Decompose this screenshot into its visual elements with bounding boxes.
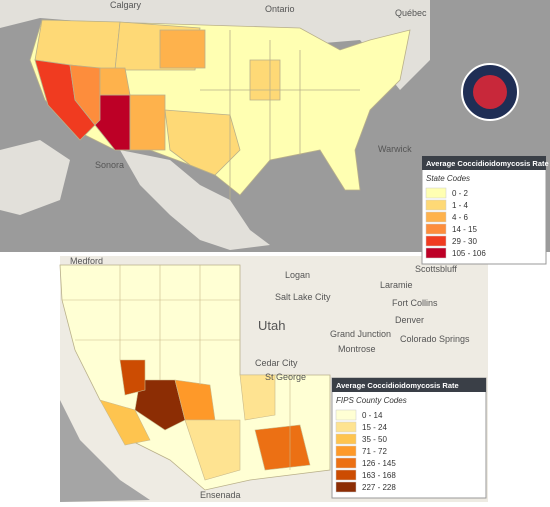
county	[99, 399, 151, 446]
legend-label: 4 - 6	[452, 213, 469, 222]
legend-label: 29 - 30	[452, 237, 477, 246]
national-map: Calgary Ontario Québec Warwick Sonora	[0, 0, 550, 252]
place-label: Calgary	[110, 0, 142, 10]
place-label: Sonora	[95, 160, 124, 170]
alaska	[0, 140, 70, 215]
county	[134, 379, 186, 431]
county	[239, 374, 276, 421]
legend-subtitle: State Codes	[426, 174, 470, 183]
place-label: Ensenada	[200, 490, 241, 500]
county	[119, 359, 146, 396]
place-label: Utah	[258, 318, 285, 333]
place-label: Colorado Springs	[400, 334, 470, 344]
legend-label: 35 - 50	[362, 435, 387, 444]
place-label: St George	[265, 372, 306, 382]
legend-title: Average Coccidioidomycosis Rate	[336, 381, 459, 390]
place-label: Warwick	[378, 144, 412, 154]
legend-title: Average Coccidioidomycosis Rate	[426, 159, 549, 168]
legend-swatch	[335, 433, 357, 445]
legend-label: 14 - 15	[452, 225, 477, 234]
ocean	[60, 256, 150, 502]
legend-box	[331, 377, 487, 499]
legend-swatch	[335, 445, 357, 457]
place-label: Montrose	[338, 344, 376, 354]
legend-label: 0 - 14	[362, 411, 383, 420]
place-label: Salt Lake City	[275, 292, 331, 302]
place-label: Laramie	[380, 280, 413, 290]
place-label: Ontario	[265, 4, 295, 14]
legend-swatch	[335, 409, 357, 421]
county	[254, 424, 311, 471]
place-label: Québec	[395, 8, 427, 18]
legend-swatch	[425, 223, 447, 235]
legends: Average Coccidioidomycosis Rate State Cod…	[331, 155, 549, 499]
legend-swatch	[425, 247, 447, 259]
place-label: Scottsbluff	[415, 264, 457, 274]
legend-label: 0 - 2	[452, 189, 469, 198]
state	[159, 29, 206, 69]
state	[249, 59, 281, 101]
legend-label: 15 - 24	[362, 423, 387, 432]
legend-label: 227 - 228	[362, 483, 396, 492]
legend-label: 71 - 72	[362, 447, 387, 456]
utah	[99, 67, 131, 96]
legend-subtitle: FIPS County Codes	[336, 396, 407, 405]
place-label: Cedar City	[255, 358, 298, 368]
legend-label: 126 - 145	[362, 459, 396, 468]
legend-label: 163 - 168	[362, 471, 396, 480]
place-label: Medford	[70, 256, 103, 266]
mexico	[120, 150, 270, 250]
legend-label: 1 - 4	[452, 201, 469, 210]
va-seal-inner	[473, 75, 507, 109]
place-label: Grand Junction	[330, 329, 391, 339]
place-label: Denver	[395, 315, 424, 325]
legend-header	[422, 156, 546, 170]
legend-swatch	[335, 421, 357, 433]
legend-swatch	[335, 481, 357, 493]
county	[184, 419, 241, 481]
legend-swatch	[335, 457, 357, 469]
legend-swatch	[425, 235, 447, 247]
place-label: Logan	[285, 270, 310, 280]
legend-header	[332, 378, 486, 392]
legend-swatch	[425, 187, 447, 199]
legend-label: 105 - 106	[452, 249, 486, 258]
legend-swatch	[335, 469, 357, 481]
legend-swatch	[425, 211, 447, 223]
legend-swatch	[425, 199, 447, 211]
new-mexico	[129, 94, 166, 151]
place-label: Fort Collins	[392, 298, 438, 308]
